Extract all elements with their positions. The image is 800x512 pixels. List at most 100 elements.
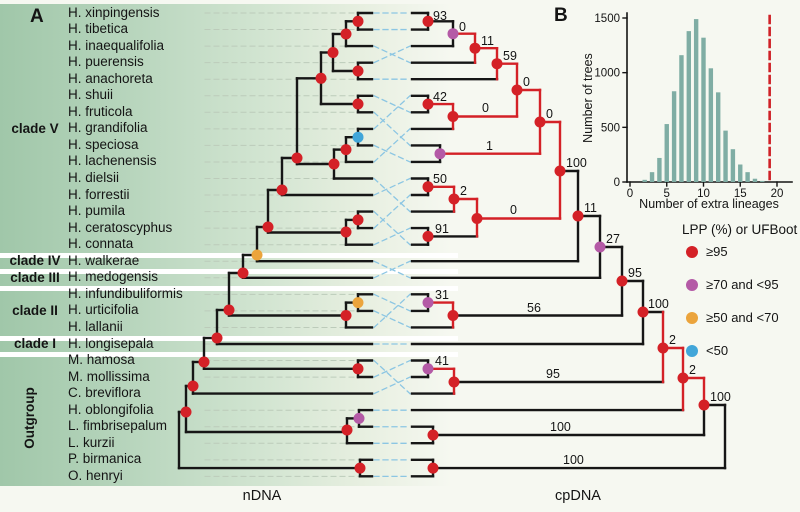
ndna-support-dot-orange bbox=[251, 249, 263, 261]
cpdna-support-value: 31 bbox=[435, 288, 449, 302]
histogram-bar bbox=[664, 124, 669, 182]
taxon-label: H. inaequalifolia bbox=[68, 37, 165, 53]
y-tick-label: 0 bbox=[614, 177, 620, 189]
ndna-support-dot-red bbox=[276, 184, 288, 196]
taxon-label: H. infundibuliformis bbox=[68, 285, 183, 301]
ndna-support-dot-red bbox=[237, 267, 249, 279]
tanglegram-connector bbox=[373, 359, 411, 378]
ndna-support-dot-red bbox=[352, 65, 364, 77]
cpdna-support-dot-purple bbox=[434, 148, 446, 160]
cpdna-support-value: 100 bbox=[710, 390, 731, 404]
ndna-support-dot-red bbox=[198, 356, 210, 368]
clade-label: clade III bbox=[10, 270, 60, 285]
taxon-label: H. longisepala bbox=[68, 335, 154, 351]
cpdna-support-dot-purple bbox=[447, 28, 459, 40]
tanglegram-connector bbox=[373, 94, 411, 114]
cpdna-support-dot-red bbox=[657, 342, 669, 354]
tanglegram-connector bbox=[373, 210, 411, 246]
histogram-bar bbox=[730, 149, 736, 182]
clade-separator bbox=[0, 335, 458, 341]
tanglegram-connector bbox=[373, 293, 411, 312]
histogram-bar bbox=[642, 179, 647, 182]
ndna-support-dot-red bbox=[340, 144, 352, 156]
taxon-label: L. kurzii bbox=[68, 434, 115, 450]
histogram-bar bbox=[686, 31, 691, 183]
panel-a-label: A bbox=[30, 6, 44, 27]
histogram-bar bbox=[701, 37, 706, 183]
cpdna-caption: cpDNA bbox=[555, 488, 601, 504]
ndna-support-dot-orange bbox=[352, 297, 364, 309]
taxon-label: H. urticifolia bbox=[68, 302, 139, 318]
cpdna-support-dot-red bbox=[447, 111, 459, 122]
cpdna-support-value: 93 bbox=[433, 9, 447, 23]
cpdna-support-value: 11 bbox=[584, 201, 597, 215]
ndna-support-dot-red bbox=[352, 214, 364, 226]
cpdna-support-dot-purple bbox=[422, 363, 434, 375]
ndna-support-dot-red bbox=[352, 98, 364, 110]
taxon-label: H. shuii bbox=[68, 87, 114, 103]
histogram-bar bbox=[657, 157, 662, 182]
cpdna-support-dot-red bbox=[698, 399, 710, 411]
cpdna-support-dot-purple bbox=[422, 297, 434, 309]
x-tick-label: 10 bbox=[697, 188, 710, 200]
ndna-support-dot-red bbox=[327, 47, 339, 58]
cpdna-support-dot-red bbox=[534, 116, 546, 128]
x-axis-title: Number of extra lineages bbox=[639, 197, 779, 211]
cpdna-support-value: 100 bbox=[550, 420, 571, 434]
legend-entry-label: ≥50 and <70 bbox=[706, 310, 779, 325]
tanglegram-connector bbox=[373, 310, 411, 329]
cpdna-support-dot-red bbox=[554, 165, 566, 177]
ndna-support-dot-blue bbox=[352, 131, 364, 143]
legend-entry: ≥95 bbox=[686, 244, 728, 259]
legend-entry: ≥50 and <70 bbox=[686, 310, 779, 325]
tanglegram-connector bbox=[373, 127, 411, 163]
cpdna-support-value: 59 bbox=[503, 49, 517, 63]
taxon-label: H. dielsii bbox=[68, 170, 120, 185]
cpdna-support-dot-red bbox=[427, 429, 439, 441]
cpdna-support-value: 91 bbox=[435, 222, 449, 236]
cpdna-support-value: 0 bbox=[546, 107, 553, 121]
cpdna-support-value: 27 bbox=[606, 232, 620, 246]
taxon-label: H. grandifolia bbox=[68, 120, 148, 136]
cpdna-support-value: 95 bbox=[546, 367, 560, 381]
cpdna-support-value: 2 bbox=[689, 363, 696, 377]
legend-entry: <50 bbox=[686, 343, 728, 358]
ndna-support-dot-red bbox=[340, 28, 352, 40]
ndna-support-dot-red bbox=[352, 15, 364, 27]
taxon-label: H. puerensis bbox=[68, 54, 144, 70]
cpdna-support-dot-red bbox=[448, 376, 460, 388]
clade-label: clade II bbox=[12, 303, 58, 318]
cpdna-support-dot-red bbox=[471, 213, 483, 224]
y-axis-title: Number of trees bbox=[581, 53, 595, 143]
cpdna-support-dot-red bbox=[616, 275, 628, 287]
cpdna-support-dot-red bbox=[448, 193, 460, 205]
panel-b-label: B bbox=[554, 5, 568, 26]
legend-title: LPP (%) or UFBoot bbox=[682, 222, 798, 237]
clade-separator bbox=[0, 269, 458, 274]
ndna-support-dot-red bbox=[340, 226, 352, 238]
taxon-label: C. breviflora bbox=[68, 385, 141, 401]
ndna-support-dot-red bbox=[352, 363, 364, 375]
ndna-support-dot-red bbox=[211, 332, 223, 344]
cpdna-support-value: 2 bbox=[669, 333, 676, 347]
tanglegram-connector bbox=[373, 177, 411, 196]
clade-label: clade V bbox=[11, 121, 59, 136]
clade-separator bbox=[0, 252, 458, 258]
tanglegram-connector bbox=[373, 260, 411, 279]
x-tick-label: 15 bbox=[734, 188, 747, 200]
ndna-support-dot-red bbox=[340, 310, 352, 321]
ndna-support-dot-red bbox=[262, 221, 274, 233]
taxon-label: H. anachoreta bbox=[68, 70, 153, 86]
histogram-bar bbox=[738, 164, 743, 182]
legend-entry-label: ≥70 and <95 bbox=[706, 277, 779, 292]
taxon-label: H. medogensis bbox=[68, 269, 159, 285]
cpdna-support-dot-red bbox=[427, 462, 439, 474]
taxon-label: H. walkerae bbox=[68, 252, 140, 268]
tanglegram-connector bbox=[373, 376, 411, 395]
cpdna-support-value: 0 bbox=[482, 101, 489, 115]
taxon-label: H. pumila bbox=[68, 203, 126, 219]
histogram-bar bbox=[679, 55, 684, 182]
cpdna-support-value: 41 bbox=[435, 354, 449, 368]
